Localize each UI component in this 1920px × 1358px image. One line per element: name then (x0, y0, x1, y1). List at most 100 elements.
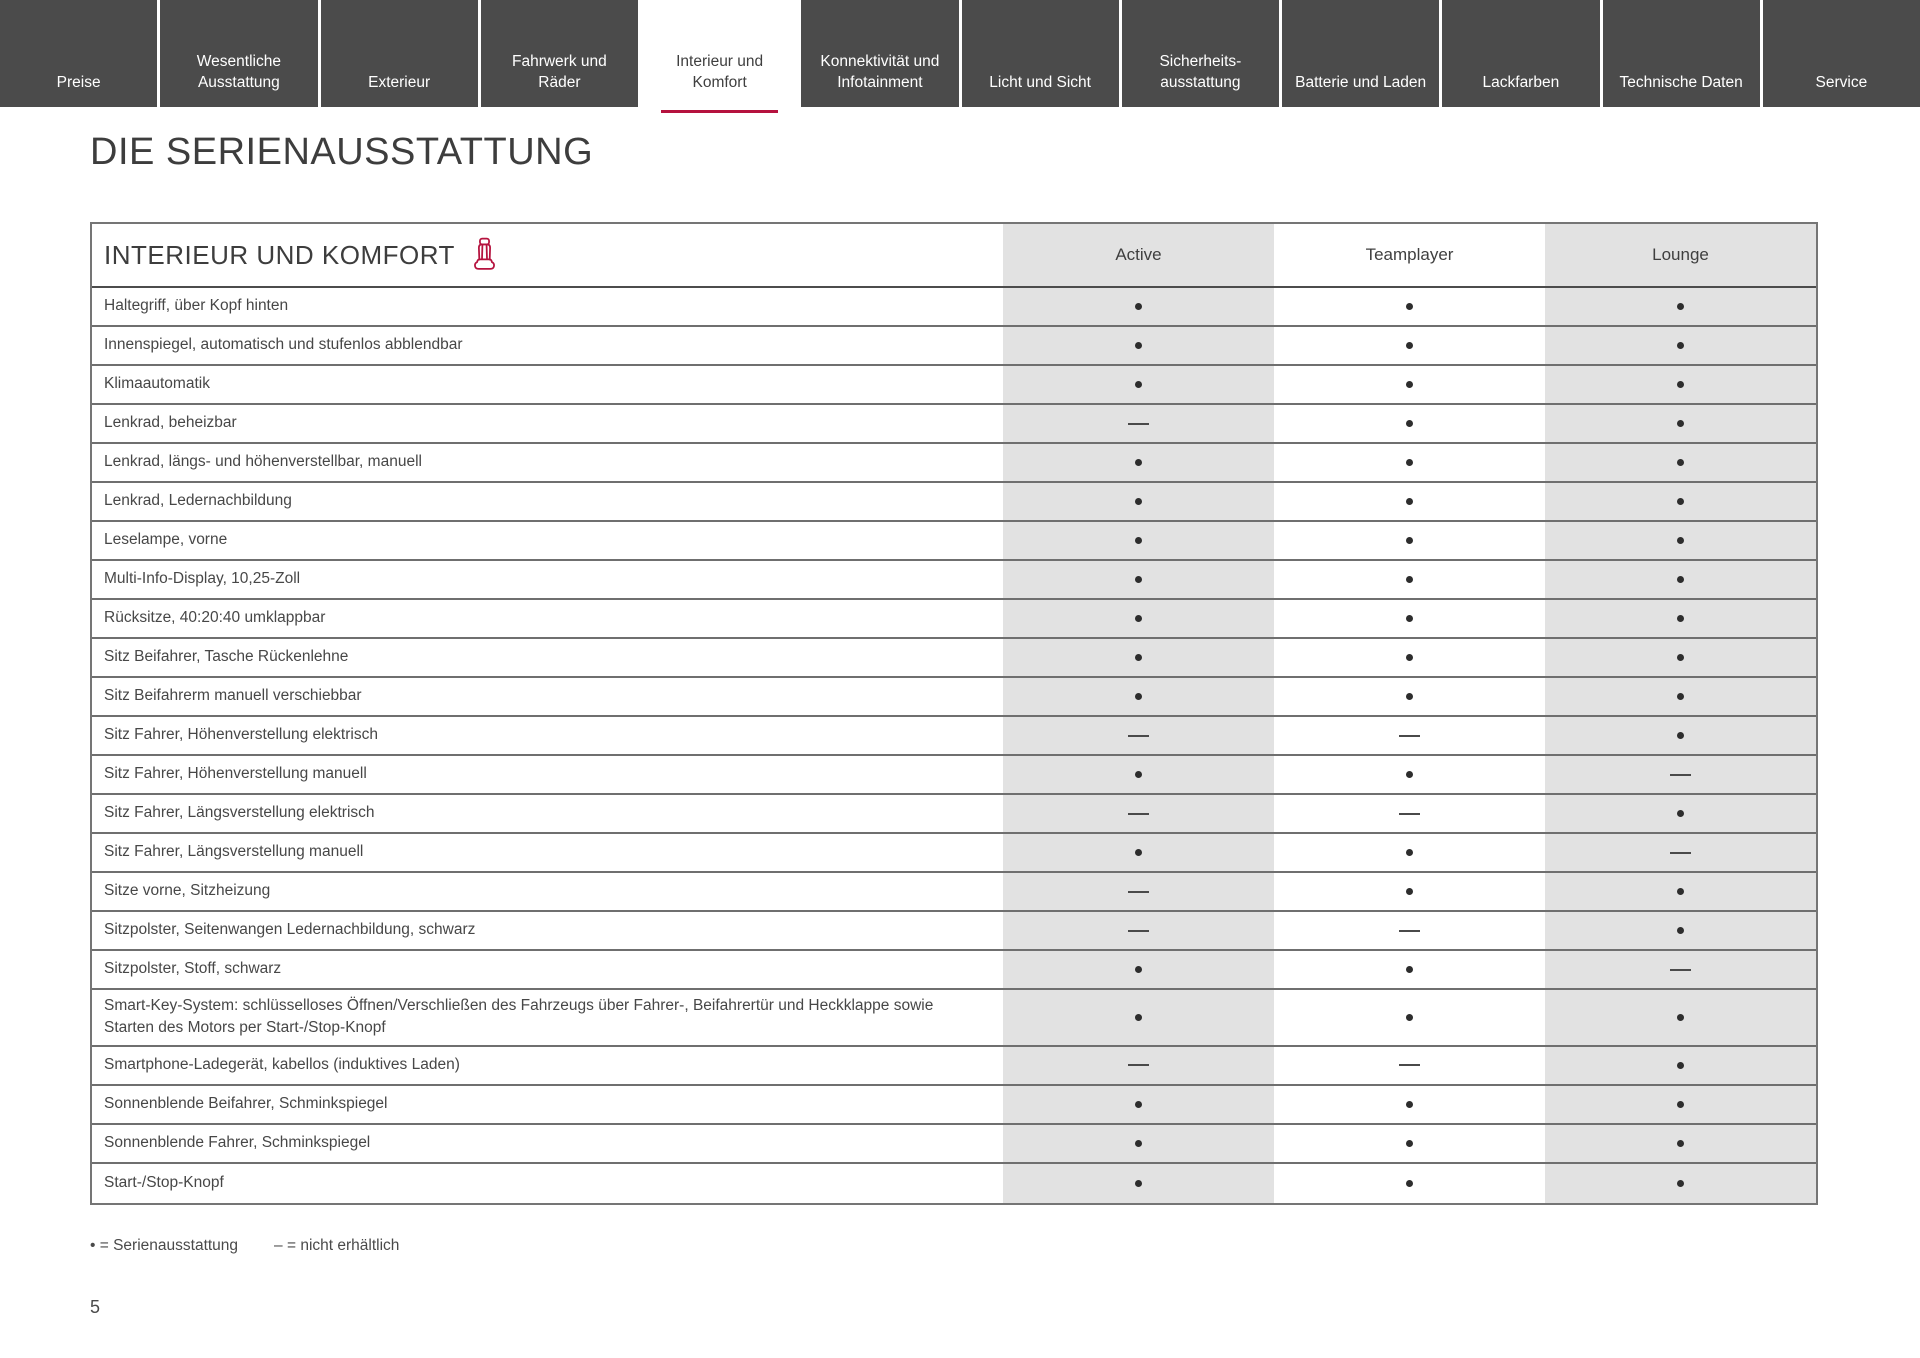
standard-dot-icon (1135, 654, 1142, 661)
value-cell-teamplayer (1274, 990, 1545, 1045)
value-cell-active (1003, 366, 1274, 403)
value-cell-active (1003, 1085, 1274, 1123)
not-available-dash-icon (1399, 1064, 1420, 1067)
standard-dot-icon (1135, 459, 1142, 466)
table-row: Innenspiegel, automatisch und stufenlos … (92, 327, 1816, 366)
page-title: DIE SERIENAUSSTATTUNG (90, 131, 594, 173)
standard-dot-icon (1677, 654, 1684, 661)
feature-name: Innenspiegel, automatisch und stufenlos … (104, 336, 463, 354)
feature-name: Lenkrad, beheizbar (104, 414, 237, 432)
value-cell-teamplayer (1274, 834, 1545, 871)
table-row: Leselampe, vorne (92, 522, 1816, 561)
value-cell-active (1003, 522, 1274, 559)
value-cell-teamplayer (1274, 1086, 1545, 1123)
not-available-dash-icon (1670, 851, 1691, 854)
feature-name: Smartphone-Ladegerät, kabellos (induktiv… (104, 1056, 460, 1074)
tab-exterieur[interactable]: Exterieur (320, 0, 478, 107)
not-available-dash-icon (1399, 812, 1420, 815)
value-cell-teamplayer (1274, 366, 1545, 403)
standard-dot-icon (1677, 693, 1684, 700)
feature-name: Sitzpolster, Seitenwangen Ledernachbildu… (104, 921, 476, 939)
table-row: Rücksitze, 40:20:40 umklappbar (92, 600, 1816, 639)
standard-dot-icon (1677, 537, 1684, 544)
legend: • = Serienausstattung – = nicht erhältli… (90, 1237, 1818, 1255)
standard-dot-icon (1406, 420, 1413, 427)
standard-dot-icon (1406, 1100, 1413, 1108)
tab-preise[interactable]: Preise (0, 0, 158, 107)
not-available-dash-icon (1128, 929, 1149, 932)
standard-dot-icon (1406, 888, 1413, 895)
standard-dot-icon (1677, 1139, 1684, 1147)
table-row: Multi-Info-Display, 10,25-Zoll (92, 561, 1816, 600)
value-cell-lounge (1545, 444, 1816, 481)
value-cell-active (1003, 600, 1274, 637)
value-cell-active (1003, 990, 1274, 1045)
value-cell-lounge (1545, 912, 1816, 949)
tab-licht-und-sicht[interactable]: Licht und Sicht (961, 0, 1119, 107)
value-cell-teamplayer (1274, 522, 1545, 559)
value-cell-lounge (1545, 366, 1816, 403)
spec-table-header: INTERIEUR UND KOMFORT Active Teamplayer … (92, 224, 1816, 288)
tab-service[interactable]: Service (1762, 0, 1920, 107)
tab-batterie-und-laden[interactable]: Batterie und Laden (1282, 0, 1440, 107)
value-cell-lounge (1545, 756, 1816, 793)
table-row: Haltegriff, über Kopf hinten (92, 288, 1816, 327)
car-seat-icon (471, 237, 498, 273)
value-cell-lounge (1545, 1085, 1816, 1123)
standard-dot-icon (1677, 381, 1684, 388)
value-cell-teamplayer (1274, 912, 1545, 949)
not-available-dash-icon (1128, 1064, 1149, 1067)
standard-dot-icon (1135, 498, 1142, 505)
value-cell-active (1003, 951, 1274, 988)
value-cell-lounge (1545, 951, 1816, 988)
standard-dot-icon (1135, 537, 1142, 544)
value-cell-teamplayer (1274, 1125, 1545, 1162)
tab-technische-daten[interactable]: Technische Daten (1602, 0, 1760, 107)
value-cell-lounge (1545, 288, 1816, 325)
standard-dot-icon (1406, 381, 1413, 388)
standard-dot-icon (1677, 420, 1684, 427)
tab-fahrwerk-und-r-der[interactable]: Fahrwerk und Räder (480, 0, 638, 107)
column-header-lounge: Lounge (1545, 224, 1816, 286)
top-navigation: Preise Wesentliche Ausstattung Exterieur Fa… (0, 0, 1920, 113)
value-cell-active (1003, 1046, 1274, 1084)
value-cell-active (1003, 1163, 1274, 1203)
standard-dot-icon (1677, 1013, 1684, 1021)
value-cell-lounge (1545, 600, 1816, 637)
value-cell-lounge (1545, 1124, 1816, 1162)
standard-dot-icon (1677, 303, 1684, 310)
table-row: Lenkrad, beheizbar (92, 405, 1816, 444)
value-cell-active (1003, 483, 1274, 520)
standard-dot-icon (1406, 966, 1413, 973)
value-cell-active (1003, 405, 1274, 442)
feature-name: Sitzpolster, Stoff, schwarz (104, 960, 282, 978)
table-row: Sitzpolster, Stoff, schwarz (92, 951, 1816, 990)
standard-dot-icon (1135, 1179, 1142, 1187)
standard-dot-icon (1135, 849, 1142, 856)
tab-interieur-und-komfort[interactable]: Interieur und Komfort (641, 0, 799, 113)
feature-name: Sitz Beifahrerm manuell verschiebbar (104, 687, 362, 705)
not-available-dash-icon (1128, 890, 1149, 893)
value-cell-teamplayer (1274, 717, 1545, 754)
feature-name: Sitz Fahrer, Höhenverstellung elektrisch (104, 726, 378, 744)
value-cell-teamplayer (1274, 795, 1545, 832)
table-row: Sitzpolster, Seitenwangen Ledernachbildu… (92, 912, 1816, 951)
tab-konnektivit-t-und-infotainment[interactable]: Konnektivität und Infotainment (801, 0, 959, 107)
standard-dot-icon (1677, 810, 1684, 817)
value-cell-lounge (1545, 1163, 1816, 1203)
tab-wesentliche-ausstattung[interactable]: Wesentliche Ausstattung (160, 0, 318, 107)
feature-name: Haltegriff, über Kopf hinten (104, 297, 289, 315)
value-cell-teamplayer (1274, 600, 1545, 637)
table-row: Sitz Beifahrer, Tasche Rückenlehne (92, 639, 1816, 678)
legend-dash-meaning: – = nicht erhältlich (274, 1236, 400, 1254)
standard-dot-icon (1677, 888, 1684, 895)
value-cell-active (1003, 873, 1274, 910)
feature-name: Rücksitze, 40:20:40 umklappbar (104, 609, 326, 627)
tab-sicherheits-ausstattung[interactable]: Sicherheits-ausstattung (1121, 0, 1279, 107)
value-cell-teamplayer (1274, 951, 1545, 988)
table-row: Lenkrad, Ledernachbildung (92, 483, 1816, 522)
standard-dot-icon (1677, 927, 1684, 934)
tab-lackfarben[interactable]: Lackfarben (1442, 0, 1600, 107)
value-cell-lounge (1545, 327, 1816, 364)
table-row: Klimaautomatik (92, 366, 1816, 405)
